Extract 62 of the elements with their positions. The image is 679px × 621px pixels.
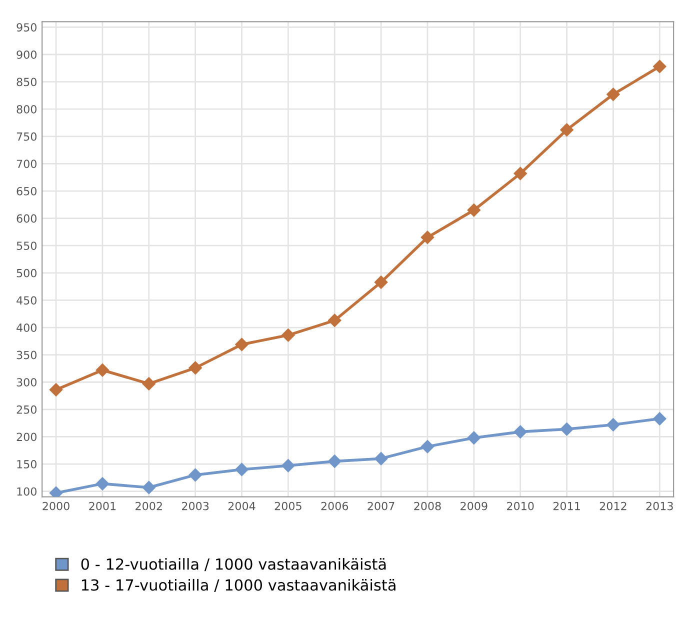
point — [560, 422, 574, 436]
point — [420, 440, 434, 454]
point — [606, 88, 620, 101]
y-tick-label: 650 — [16, 186, 36, 196]
y-tick-label: 250 — [16, 405, 36, 414]
legend-label: 0 - 12-vuotiailla / 1000 vastaavanikäistä — [81, 558, 386, 572]
x-tick-label: 2012 — [600, 502, 626, 510]
x-tick-label: 2009 — [460, 502, 488, 510]
x-tick-label: 2010 — [507, 502, 534, 510]
x-tick-label: 2004 — [228, 502, 256, 510]
x-tick-label: 2001 — [89, 502, 116, 510]
y-tick-label: 350 — [16, 350, 36, 360]
y-tick-label: 600 — [16, 214, 36, 223]
y-tick-label: 100 — [17, 487, 36, 496]
x-tick-label: 2007 — [368, 502, 394, 510]
point — [235, 338, 248, 352]
y-tick-label: 200 — [16, 432, 36, 442]
y-tick-label: 550 — [16, 242, 36, 250]
point — [282, 459, 295, 472]
x-tick-label: 2000 — [42, 502, 70, 510]
point — [142, 377, 156, 390]
point — [606, 418, 620, 432]
point — [142, 480, 156, 494]
y-tick-label: 700 — [16, 160, 36, 168]
y-tick-label: 500 — [16, 268, 36, 278]
point — [514, 166, 527, 180]
point — [188, 361, 202, 375]
point — [420, 230, 434, 244]
x-tick-label: 2011 — [553, 502, 580, 510]
point — [467, 204, 480, 217]
y-tick-label: 150 — [17, 460, 36, 468]
point — [514, 425, 527, 438]
point — [282, 328, 295, 342]
point — [235, 462, 248, 476]
y-tick-label: 300 — [16, 378, 36, 387]
y-tick-label: 950 — [16, 23, 36, 32]
x-tick-label: 2006 — [321, 502, 348, 510]
y-tick-label: 400 — [16, 324, 36, 332]
y-tick-label: 900 — [16, 50, 36, 59]
point — [328, 454, 342, 468]
point — [653, 412, 666, 426]
y-tick-label: 750 — [16, 132, 36, 141]
point — [49, 383, 63, 396]
point — [328, 314, 342, 328]
x-tick-label: 2005 — [274, 502, 302, 510]
point — [96, 364, 110, 377]
x-tick-label: 2008 — [414, 502, 441, 510]
x-tick-label: 2003 — [182, 502, 209, 510]
y-tick-label: 450 — [16, 296, 36, 305]
point — [188, 468, 202, 482]
point — [374, 276, 388, 289]
y-tick-label: 800 — [16, 105, 36, 114]
x-tick-label: 2013 — [646, 502, 673, 510]
point — [467, 431, 480, 444]
point — [374, 452, 388, 466]
point — [96, 477, 110, 490]
legend-label: 13 - 17-vuotiailla / 1000 vastaavanikäistä — [82, 578, 396, 592]
point — [49, 486, 63, 497]
x-tick-label: 2002 — [136, 502, 162, 510]
y-tick-label: 850 — [16, 78, 36, 86]
point — [653, 60, 666, 74]
point — [560, 123, 574, 136]
